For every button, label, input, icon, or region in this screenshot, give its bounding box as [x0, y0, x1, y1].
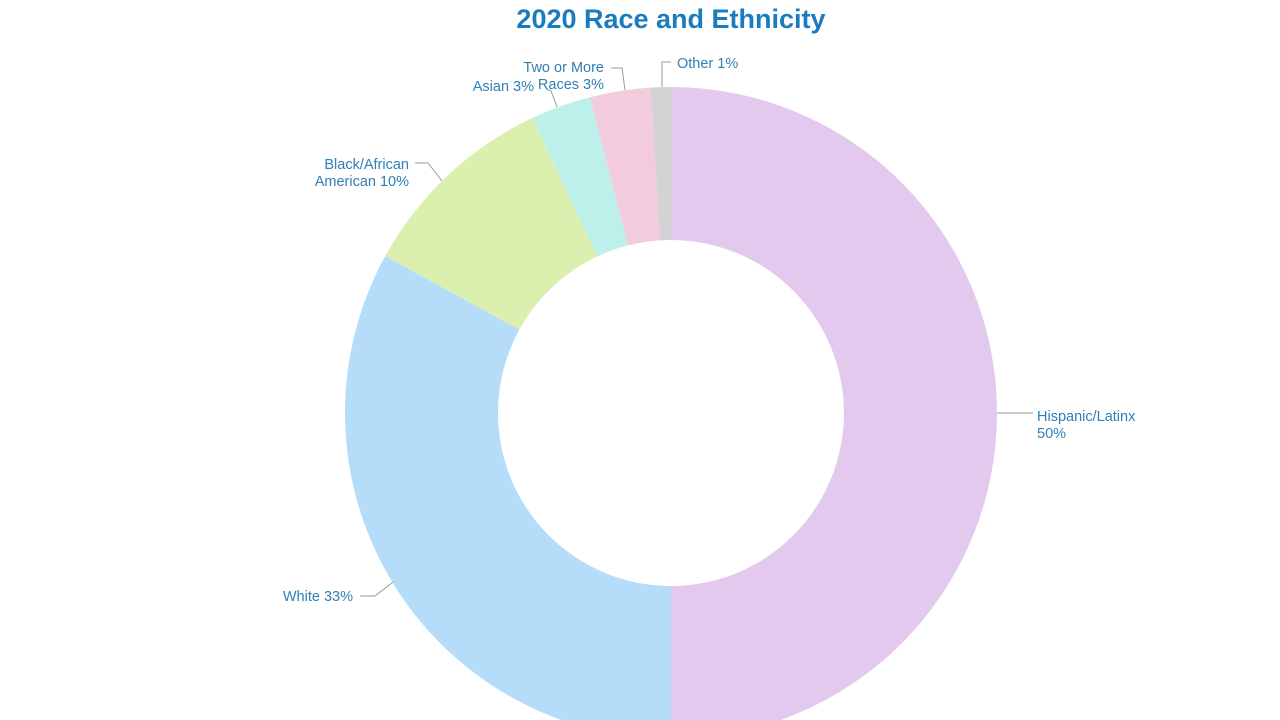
label-text: Asian 3%	[472, 79, 534, 95]
label-hispanic: Hispanic/Latinx 50%	[1037, 409, 1135, 443]
slice-hispanic	[671, 87, 997, 720]
leader-line-asian	[545, 88, 558, 108]
slice-two-or-more	[589, 87, 661, 246]
label-asian: Asian 3%	[444, 79, 534, 96]
slice-white	[345, 255, 671, 720]
label-text: Black/African	[324, 157, 409, 173]
leader-line-black	[415, 162, 443, 182]
leader-line-two-or-more	[611, 67, 626, 91]
label-black: Black/African American 10%	[269, 157, 409, 191]
slice-asian	[532, 97, 628, 257]
label-text: Other 1%	[677, 56, 739, 72]
label-white: White 33%	[253, 589, 353, 606]
label-other: Other 1%	[677, 56, 738, 73]
label-text: 50%	[1037, 426, 1067, 442]
label-text: Hispanic/Latinx	[1037, 409, 1136, 425]
label-two-or-more: Two or More Races 3%	[494, 60, 604, 94]
leader-line-other	[661, 61, 671, 87]
leader-line-white	[360, 581, 394, 597]
slice-other	[650, 87, 671, 241]
chart-title: 2020 Race and Ethnicity	[516, 4, 826, 34]
label-text: Two or More	[523, 60, 604, 76]
slice-black	[385, 118, 598, 330]
label-text: American 10%	[314, 174, 409, 190]
label-text: White 33%	[282, 589, 353, 605]
label-text: Races 3%	[537, 77, 604, 93]
